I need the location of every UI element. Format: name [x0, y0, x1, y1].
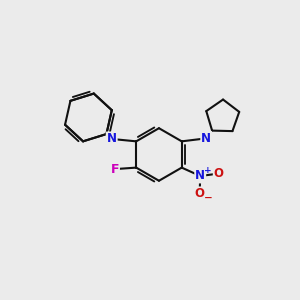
Text: N: N: [201, 132, 211, 145]
Text: N: N: [195, 169, 205, 182]
Text: −: −: [204, 193, 212, 202]
Text: F: F: [110, 163, 119, 176]
Text: O: O: [195, 188, 205, 200]
Text: N: N: [107, 133, 117, 146]
Text: +: +: [204, 166, 211, 175]
Text: O: O: [214, 167, 224, 180]
